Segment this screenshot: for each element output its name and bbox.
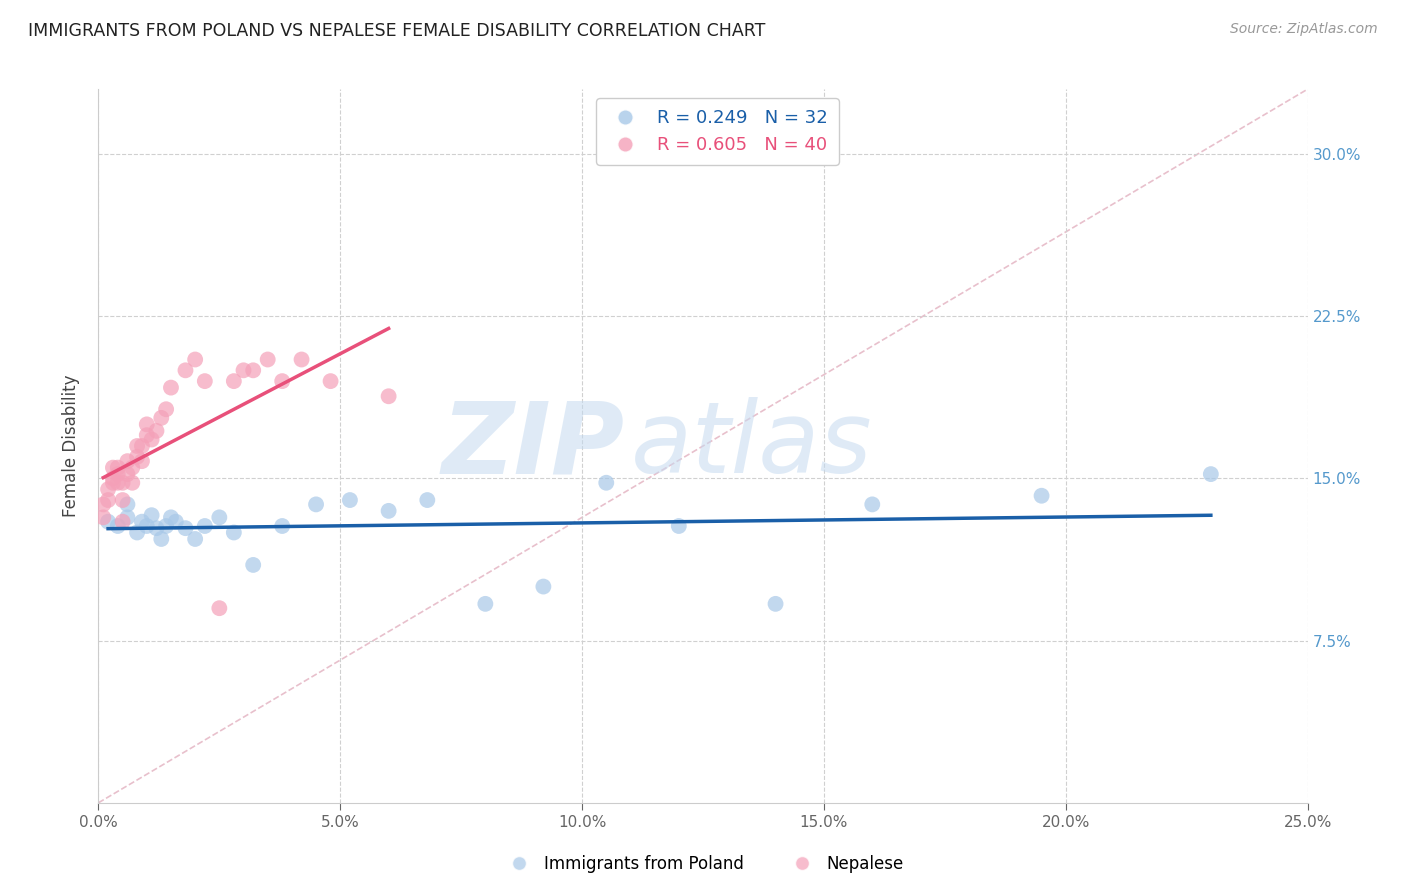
Text: Source: ZipAtlas.com: Source: ZipAtlas.com	[1230, 22, 1378, 37]
Point	[131, 454, 153, 468]
Point	[256, 352, 278, 367]
Point	[155, 402, 177, 417]
Point	[208, 510, 231, 524]
Point	[101, 471, 124, 485]
Point	[1031, 489, 1053, 503]
Point	[111, 515, 134, 529]
Point	[141, 508, 163, 523]
Point	[117, 497, 139, 511]
Point	[145, 424, 167, 438]
Point	[97, 493, 120, 508]
Point	[121, 475, 143, 490]
Point	[101, 475, 124, 490]
Point	[194, 519, 217, 533]
Point	[91, 510, 114, 524]
Point	[135, 417, 157, 432]
Point	[595, 475, 617, 490]
Point	[271, 374, 294, 388]
Point	[135, 519, 157, 533]
Point	[184, 352, 207, 367]
Point	[184, 532, 207, 546]
Point	[127, 439, 149, 453]
Point	[111, 475, 134, 490]
Point	[111, 493, 134, 508]
Point	[271, 519, 294, 533]
Point	[174, 363, 197, 377]
Point	[242, 363, 264, 377]
Point	[127, 450, 149, 464]
Point	[668, 519, 690, 533]
Point	[117, 467, 139, 482]
Point	[174, 521, 197, 535]
Point	[531, 580, 554, 594]
Point	[145, 521, 167, 535]
Y-axis label: Female Disability: Female Disability	[62, 375, 80, 517]
Point	[305, 497, 328, 511]
Point	[160, 510, 183, 524]
Point	[121, 460, 143, 475]
Point	[117, 510, 139, 524]
Point	[416, 493, 439, 508]
Point	[141, 433, 163, 447]
Point	[97, 482, 120, 496]
Point	[1199, 467, 1222, 482]
Point	[290, 352, 312, 367]
Point	[160, 381, 183, 395]
Point	[117, 454, 139, 468]
Point	[222, 525, 245, 540]
Point	[107, 519, 129, 533]
Point	[97, 515, 120, 529]
Point	[208, 601, 231, 615]
Point	[377, 389, 399, 403]
Point	[339, 493, 361, 508]
Point	[91, 497, 114, 511]
Legend: R = 0.249   N = 32, R = 0.605   N = 40: R = 0.249 N = 32, R = 0.605 N = 40	[596, 98, 839, 165]
Point	[131, 439, 153, 453]
Point	[155, 519, 177, 533]
Point	[232, 363, 254, 377]
Point	[765, 597, 787, 611]
Text: IMMIGRANTS FROM POLAND VS NEPALESE FEMALE DISABILITY CORRELATION CHART: IMMIGRANTS FROM POLAND VS NEPALESE FEMAL…	[28, 22, 765, 40]
Text: atlas: atlas	[630, 398, 872, 494]
Point	[222, 374, 245, 388]
Point	[107, 475, 129, 490]
Point	[107, 460, 129, 475]
Point	[150, 532, 173, 546]
Legend: Immigrants from Poland, Nepalese: Immigrants from Poland, Nepalese	[495, 848, 911, 880]
Point	[135, 428, 157, 442]
Point	[242, 558, 264, 572]
Point	[107, 467, 129, 482]
Point	[131, 515, 153, 529]
Point	[860, 497, 883, 511]
Point	[377, 504, 399, 518]
Point	[101, 460, 124, 475]
Point	[474, 597, 496, 611]
Text: ZIP: ZIP	[441, 398, 624, 494]
Point	[194, 374, 217, 388]
Point	[319, 374, 342, 388]
Point	[127, 525, 149, 540]
Point	[165, 515, 187, 529]
Point	[150, 410, 173, 425]
